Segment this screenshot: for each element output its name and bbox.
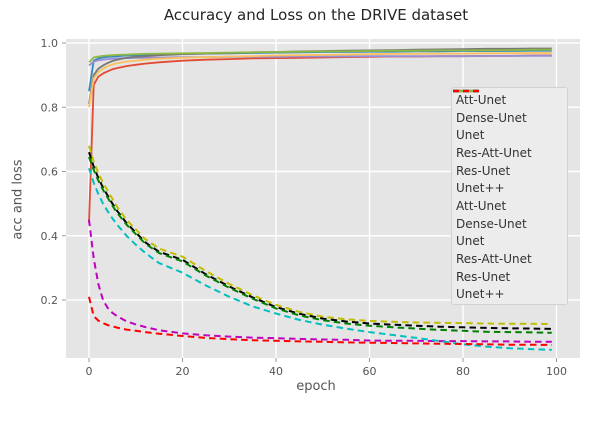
series-line-loss-att-unet [88, 145, 552, 326]
legend-item: Unet [453, 89, 567, 251]
legend-label: Res-Att-Unet [456, 145, 532, 160]
legend-label: Unet [456, 128, 485, 143]
legend-label: Dense-Unet [456, 110, 527, 125]
legend-item: Dense-Unet [453, 89, 567, 127]
legend-item: Unet++ [453, 89, 567, 197]
legend-label: Res-Att-Unet [456, 252, 532, 267]
x-axis-label: epoch [296, 379, 336, 394]
series-line-loss-res-unet [88, 156, 552, 334]
x-tick-label: 40 [269, 365, 283, 378]
series-line-loss-dense-unet [88, 219, 552, 343]
legend-label: Att-Unet [456, 92, 507, 107]
legend-item: Res-Unet [453, 89, 567, 180]
chart-title: Accuracy and Loss on the DRIVE dataset [163, 6, 469, 24]
legend-swatch-dashed-line [453, 89, 479, 93]
legend-item: Unet++ [453, 89, 567, 304]
series-line-accuracy-res-unet [88, 52, 552, 108]
x-tick-label: 20 [176, 365, 190, 378]
x-tick-label: 60 [363, 365, 377, 378]
legend-label: Dense-Unet [456, 216, 527, 231]
legend: Att-Unet Dense-Unet Unet Res-Att-Unet Res-Un… [451, 87, 568, 305]
legend-label: Unet++ [456, 287, 505, 302]
legend-item: Res-Att-Unet [453, 89, 567, 268]
x-tick-label: 0 [86, 365, 93, 378]
y-axis-label: acc and loss [10, 159, 26, 240]
legend-label: Res-Unet [456, 163, 511, 178]
y-tick-label: 0.6 [41, 166, 59, 179]
series-line-accuracy-unetpp [88, 48, 552, 63]
legend-label: Res-Unet [456, 269, 511, 284]
legend-item: Res-Unet [453, 89, 567, 286]
y-tick-label: 0.8 [41, 101, 59, 114]
legend-label: Att-Unet [456, 198, 507, 213]
legend-item: Res-Att-Unet [453, 89, 567, 162]
series-line-loss-unet [88, 151, 552, 330]
y-tick-label: 1.0 [41, 37, 59, 50]
x-tick-label: 100 [546, 365, 567, 378]
legend-label: Unet++ [456, 181, 505, 196]
legend-item: Att-Unet [453, 89, 567, 215]
x-tick-label: 80 [456, 365, 470, 378]
legend-item: Unet [453, 89, 567, 144]
y-tick-label: 0.4 [41, 230, 59, 243]
legend-label: Unet [456, 234, 485, 249]
legend-item: Dense-Unet [453, 89, 567, 233]
y-tick-label: 0.2 [41, 294, 59, 307]
